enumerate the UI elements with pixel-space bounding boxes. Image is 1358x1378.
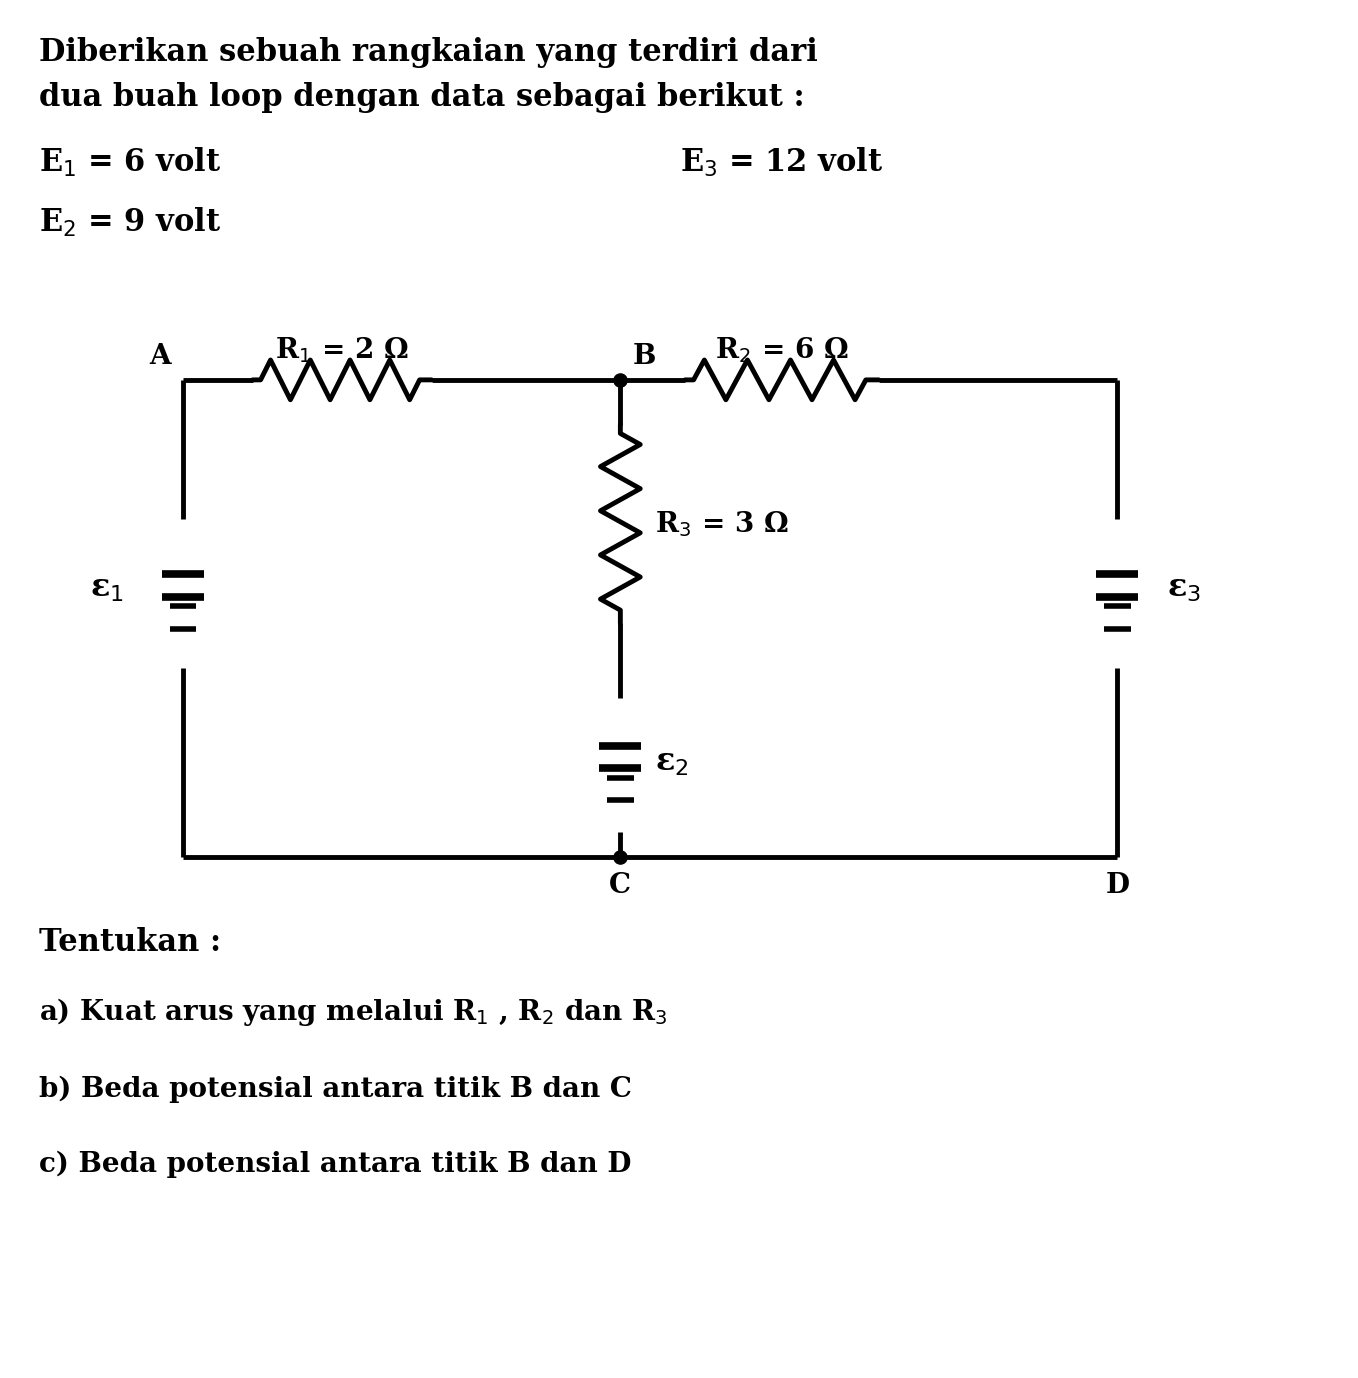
- Text: b) Beda potensial antara titik B dan C: b) Beda potensial antara titik B dan C: [39, 1076, 631, 1102]
- Text: dua buah loop dengan data sebagai berikut :: dua buah loop dengan data sebagai beriku…: [39, 81, 805, 113]
- Text: A: A: [149, 343, 171, 369]
- Point: [610, 369, 631, 391]
- Text: E$_1$ = 6 volt: E$_1$ = 6 volt: [39, 146, 221, 179]
- Text: Diberikan sebuah rangkaian yang terdiri dari: Diberikan sebuah rangkaian yang terdiri …: [39, 37, 818, 68]
- Text: D: D: [1105, 872, 1130, 898]
- Text: R$_1$ = 2 Ω: R$_1$ = 2 Ω: [276, 335, 409, 365]
- Text: c) Beda potensial antara titik B dan D: c) Beda potensial antara titik B dan D: [39, 1151, 631, 1178]
- Text: ε$_1$: ε$_1$: [90, 573, 124, 604]
- Text: R$_3$ = 3 Ω: R$_3$ = 3 Ω: [655, 508, 789, 539]
- Text: E$_2$ = 9 volt: E$_2$ = 9 volt: [39, 205, 221, 238]
- Text: a) Kuat arus yang melalui R$_1$ , R$_2$ dan R$_3$: a) Kuat arus yang melalui R$_1$ , R$_2$ …: [39, 996, 667, 1028]
- Text: R$_2$ = 6 Ω: R$_2$ = 6 Ω: [716, 335, 849, 365]
- Text: ε$_2$: ε$_2$: [655, 747, 689, 779]
- Text: ε$_3$: ε$_3$: [1167, 573, 1200, 604]
- Point: [610, 846, 631, 868]
- Text: Tentukan :: Tentukan :: [39, 926, 221, 958]
- Text: B: B: [633, 343, 656, 369]
- Text: E$_3$ = 12 volt: E$_3$ = 12 volt: [680, 146, 883, 179]
- Text: C: C: [610, 872, 631, 898]
